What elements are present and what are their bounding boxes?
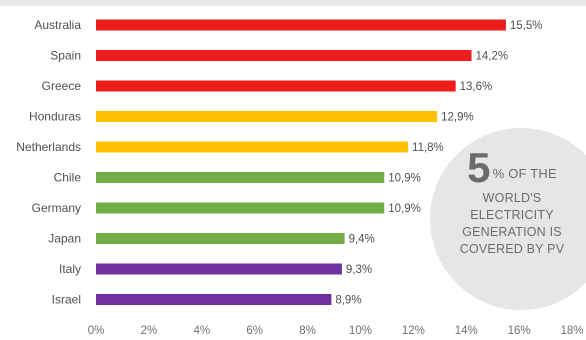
value-label-japan: 9,4% <box>349 234 375 246</box>
top-divider-strip <box>0 0 586 6</box>
callout-line-5: COVERED BY PV <box>459 242 565 256</box>
category-label-japan: Japan <box>48 232 81 246</box>
value-label-italy: 9,3% <box>346 264 372 276</box>
x-tick-label-16: 16% <box>508 325 531 337</box>
category-label-israel: Israel <box>52 293 81 307</box>
callout-text: 5% OF THE WORLD'S ELECTRICITY GENERATION… <box>450 146 574 258</box>
value-label-honduras: 12,9% <box>441 112 474 124</box>
bar-japan <box>96 233 345 244</box>
x-tick-label-6: 6% <box>246 325 263 337</box>
x-tick-label-10: 10% <box>349 325 372 337</box>
value-label-australia: 15,5% <box>510 20 543 32</box>
value-label-israel: 8,9% <box>335 295 361 307</box>
x-axis-ticks: 0% 2% 4% 6% 8% 10% 12% 14% 16% 18% <box>88 325 584 337</box>
x-tick-label-18: 18% <box>560 325 583 337</box>
bar-germany <box>96 202 385 214</box>
category-label-australia: Australia <box>34 18 81 32</box>
bar-spain <box>96 50 472 61</box>
category-label-italy: Italy <box>59 262 81 276</box>
bar-honduras <box>96 111 438 122</box>
x-tick-label-8: 8% <box>299 325 316 337</box>
x-tick-label-4: 4% <box>193 325 210 337</box>
category-labels: Australia Spain Greece Honduras Netherlands C… <box>16 18 81 307</box>
category-label-germany: Germany <box>32 201 81 215</box>
value-label-netherlands: 11,8% <box>412 142 444 154</box>
category-label-spain: Spain <box>50 49 81 63</box>
category-label-chile: Chile <box>54 171 82 185</box>
callout-line-1: 5% OF THE <box>450 146 574 190</box>
x-tick-label-2: 2% <box>141 325 158 337</box>
value-label-chile: 10,9% <box>388 173 421 185</box>
value-label-germany: 10,9% <box>388 203 421 215</box>
x-tick-label-0: 0% <box>88 325 105 337</box>
callout-circle <box>430 128 586 310</box>
value-label-spain: 14,2% <box>476 51 509 63</box>
bar-israel <box>96 294 332 305</box>
callout-line-2: WORLD'S <box>482 191 542 205</box>
value-labels: 15,5% 14,2% 13,6% 12,9% 11,8% 10,9% 10,9% 9,4% 9… <box>335 20 542 307</box>
bar-netherlands <box>96 141 409 153</box>
value-label-greece: 13,6% <box>460 81 493 93</box>
callout-big-number: 5 <box>467 144 491 191</box>
bars-layer <box>96 19 506 305</box>
bar-italy <box>96 263 342 275</box>
x-tick-label-12: 12% <box>402 325 425 337</box>
category-label-netherlands: Netherlands <box>16 140 81 154</box>
callout-line-1-rest: % OF THE <box>492 166 557 181</box>
bar-chile <box>96 172 385 183</box>
category-label-greece: Greece <box>42 79 82 93</box>
x-tick-label-14: 14% <box>455 325 478 337</box>
callout-line-3: ELECTRICITY <box>470 208 554 222</box>
callout-line-4: GENERATION IS <box>462 225 562 239</box>
bar-australia <box>96 19 506 31</box>
category-label-honduras: Honduras <box>29 110 81 124</box>
bar-greece <box>96 80 456 92</box>
